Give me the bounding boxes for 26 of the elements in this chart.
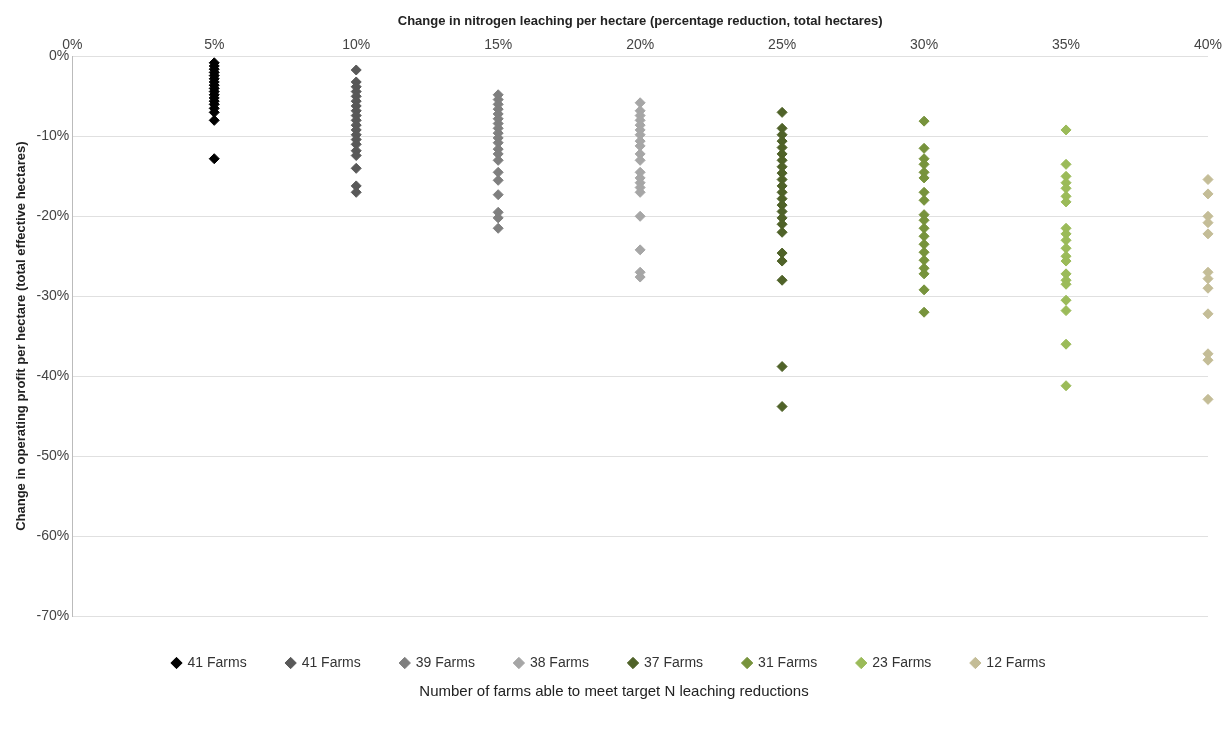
y-tick-label: -60%: [36, 526, 70, 543]
x-tick-label: 5%: [204, 35, 225, 52]
x-tick-label: 15%: [484, 35, 513, 52]
legend-label: 31 Farms: [758, 653, 818, 670]
y-tick-label: -70%: [36, 606, 70, 623]
x-tick-label: 20%: [626, 35, 655, 52]
x-tick-label: 30%: [910, 35, 939, 52]
legend-label: 12 Farms: [986, 653, 1046, 670]
y-tick-label: -20%: [36, 207, 70, 224]
legend-label: 41 Farms: [187, 653, 247, 670]
y-tick-label: -10%: [36, 127, 70, 144]
y-axis-title: Change in operating profit per hectare (total effective hectares): [13, 141, 29, 531]
x-tick-label: 25%: [768, 35, 797, 52]
y-tick-label: -50%: [36, 446, 70, 463]
y-tick-label: -40%: [36, 367, 70, 384]
x-tick-label: 10%: [342, 35, 371, 52]
x-tick-label: 35%: [1052, 35, 1081, 52]
legend-label: 38 Farms: [529, 653, 589, 670]
legend-label: 23 Farms: [872, 653, 932, 670]
y-tick-label: -30%: [36, 287, 70, 304]
text: Number of farms able to meet target N leaching reductions: [418, 682, 810, 699]
legend-label: 37 Farms: [644, 653, 704, 670]
legend-label: 39 Farms: [415, 653, 475, 670]
x-axis-title: Change in nitrogen leaching per hectare (percentage reduction, total hectares): [397, 13, 883, 29]
x-tick-label: 40%: [1193, 35, 1223, 52]
legend-label: 41 Farms: [301, 653, 361, 670]
